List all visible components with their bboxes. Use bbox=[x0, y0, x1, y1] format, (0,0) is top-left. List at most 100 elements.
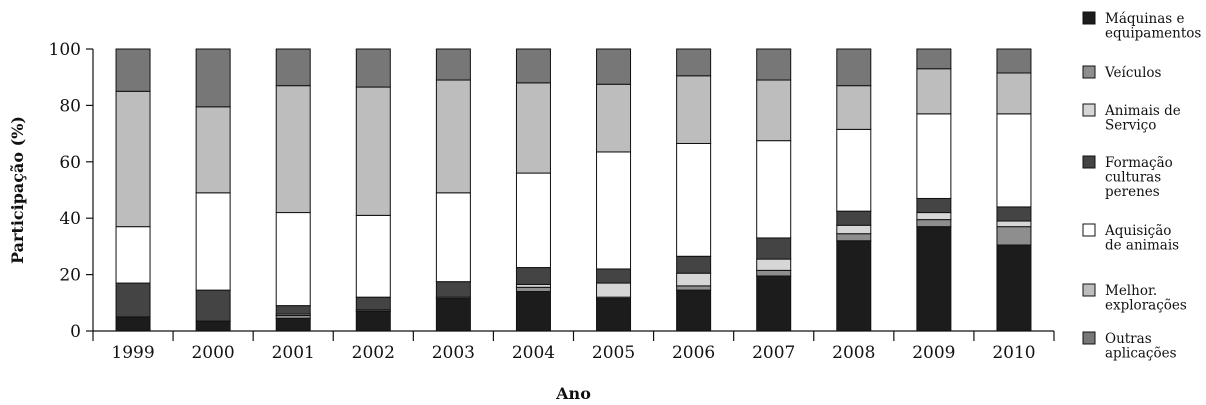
legend-label: Animais de bbox=[1104, 103, 1181, 119]
x-tick-label: 2010 bbox=[992, 343, 1035, 363]
bar-stack-2000 bbox=[195, 48, 231, 332]
x-axis-label: Ano bbox=[555, 384, 591, 403]
bar-stack-2010 bbox=[996, 48, 1032, 332]
bar-segment bbox=[195, 289, 231, 322]
bar-segment bbox=[515, 267, 551, 285]
legend-label: Veículos bbox=[1104, 65, 1162, 81]
bar-segment bbox=[435, 48, 471, 81]
bar-segment bbox=[515, 48, 551, 84]
legend-item: Veículos bbox=[1082, 65, 1162, 81]
x-tick-label: 2006 bbox=[672, 343, 715, 363]
y-tick-label: 0 bbox=[70, 322, 81, 342]
x-tick-label: 2008 bbox=[832, 343, 875, 363]
x-tick-label: 2004 bbox=[512, 343, 555, 363]
bar-segment bbox=[756, 140, 792, 239]
bar-segment bbox=[996, 226, 1032, 246]
bar-segment bbox=[515, 291, 551, 332]
bar-segment bbox=[756, 258, 792, 271]
legend-label: Máquinas e bbox=[1105, 11, 1184, 27]
bar-segment bbox=[596, 282, 632, 298]
bar-segment bbox=[996, 48, 1032, 74]
y-tick-label: 60 bbox=[59, 153, 81, 173]
bar-segment bbox=[836, 85, 872, 130]
legend-label: aplicações bbox=[1105, 346, 1177, 362]
legend-label: Serviço bbox=[1105, 118, 1156, 134]
bar-segment bbox=[355, 86, 391, 216]
bar-stack-2009 bbox=[916, 48, 952, 332]
y-tick-label: 40 bbox=[59, 209, 81, 229]
legend-label: Outras bbox=[1105, 331, 1152, 347]
legend-label: de animais bbox=[1105, 238, 1179, 254]
bar-segment bbox=[355, 296, 391, 311]
bar-stack-2005 bbox=[596, 48, 632, 332]
bar-segment bbox=[676, 255, 712, 274]
bar-segment bbox=[756, 48, 792, 81]
bar-segment bbox=[836, 48, 872, 87]
bar-segment bbox=[435, 79, 471, 194]
bar-segment bbox=[435, 281, 471, 298]
plot-area bbox=[115, 48, 1032, 332]
bar-stack-2001 bbox=[275, 48, 311, 332]
bar-stack-2003 bbox=[435, 48, 471, 332]
bar-segment bbox=[115, 316, 151, 332]
x-tick-label: 2003 bbox=[432, 343, 475, 363]
legend-label: culturas bbox=[1105, 170, 1161, 186]
bar-segment bbox=[836, 210, 872, 226]
bar-segment bbox=[756, 275, 792, 332]
legend-item: Melhor.explorações bbox=[1082, 283, 1187, 314]
bar-segment bbox=[195, 192, 231, 291]
bar-segment bbox=[596, 298, 632, 332]
bar-segment bbox=[355, 48, 391, 88]
bar-segment bbox=[996, 244, 1032, 332]
legend-label: explorações bbox=[1105, 298, 1187, 314]
bar-segment bbox=[676, 142, 712, 257]
bar-segment bbox=[275, 48, 311, 87]
bar-segment bbox=[435, 298, 471, 332]
bar-segment bbox=[515, 286, 551, 293]
legend-swatch bbox=[1082, 11, 1096, 25]
bar-segment bbox=[195, 106, 231, 194]
bar-segment bbox=[916, 113, 952, 199]
legend-label: Formação bbox=[1105, 155, 1173, 171]
bar-segment bbox=[596, 151, 632, 270]
y-tick-label: 20 bbox=[59, 266, 81, 286]
bar-segment bbox=[836, 128, 872, 212]
bar-segment bbox=[996, 206, 1032, 222]
bar-segment bbox=[916, 219, 952, 228]
bar-segment bbox=[916, 226, 952, 332]
bar-stack-1999 bbox=[115, 48, 151, 332]
legend-swatch bbox=[1082, 283, 1096, 297]
bar-segment bbox=[355, 214, 391, 298]
bar-segment bbox=[996, 72, 1032, 115]
bar-segment bbox=[996, 220, 1032, 228]
bar-segment bbox=[115, 226, 151, 284]
bar-segment bbox=[515, 172, 551, 269]
bar-stack-2004 bbox=[515, 48, 551, 332]
x-tick-label: 2002 bbox=[352, 343, 395, 363]
axes: 0 20 40 60 80 100 1999 2000 2001 2002 2003 2004 2005… bbox=[49, 40, 1055, 363]
bar-segment bbox=[596, 48, 632, 85]
legend-swatch bbox=[1082, 103, 1096, 117]
bar-segment bbox=[115, 282, 151, 318]
y-axis-label: Participação (%) bbox=[8, 116, 27, 264]
x-tick-label: 2005 bbox=[592, 343, 635, 363]
bar-segment bbox=[115, 48, 151, 92]
legend-swatch bbox=[1082, 155, 1096, 169]
bar-segment bbox=[275, 85, 311, 214]
x-tick-label: 2007 bbox=[752, 343, 795, 363]
bar-segment bbox=[916, 197, 952, 214]
bar-segment bbox=[275, 305, 311, 315]
legend-label: perenes bbox=[1105, 184, 1160, 200]
x-tick-label: 2001 bbox=[272, 343, 315, 363]
bar-segment bbox=[756, 237, 792, 260]
legend-swatch bbox=[1082, 331, 1096, 345]
bar-stack-2007 bbox=[756, 48, 792, 332]
bar-stack-2008 bbox=[836, 48, 872, 332]
bar-segment bbox=[676, 289, 712, 332]
